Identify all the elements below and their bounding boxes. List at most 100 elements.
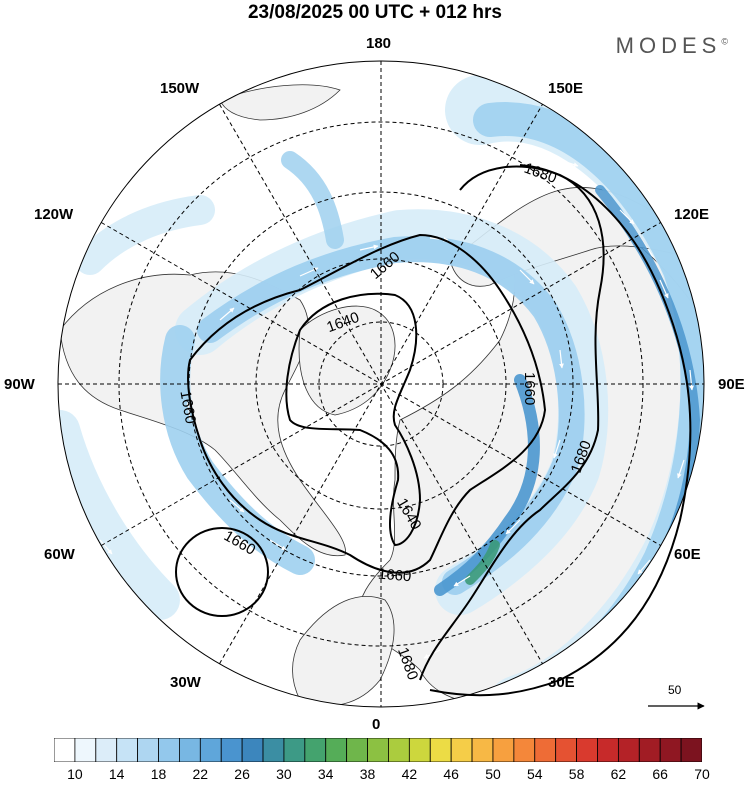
wind-vector — [519, 269, 535, 285]
colorbar-swatch — [471, 738, 494, 762]
colorbar-swatch — [680, 738, 702, 762]
contour-1680-outer — [429, 164, 692, 697]
colorbar-tick-label: 18 — [150, 766, 167, 782]
colorbar-tick-label: 34 — [317, 766, 334, 782]
colorbar-swatch — [367, 738, 389, 762]
colorbar-tick-label: 10 — [67, 766, 83, 782]
colorbar-swatch — [346, 738, 368, 762]
reference-vector: 50 — [648, 683, 708, 723]
wind-vector — [229, 499, 245, 513]
colorbar-swatch — [513, 738, 536, 762]
contour-label: 1660 — [377, 566, 412, 586]
jet-band-west-light — [58, 410, 180, 620]
wind-vector — [559, 159, 579, 167]
reference-vector-value: 50 — [668, 683, 682, 697]
colorbar-tick-label: 50 — [485, 766, 501, 782]
colorbar-swatch — [158, 738, 180, 762]
colorbar-tick-label: 22 — [192, 766, 209, 782]
colorbar-tick-label: 46 — [443, 766, 459, 782]
colorbar-tick-label: 58 — [568, 766, 585, 782]
wind-vector — [559, 349, 564, 369]
wind-vector — [637, 559, 651, 575]
jet-band-west — [160, 325, 315, 575]
wind-vector — [505, 519, 521, 535]
colorbar-swatch — [241, 738, 264, 762]
wind-vector — [453, 575, 471, 587]
wind-vector — [619, 209, 635, 225]
contour-1640 — [285, 292, 422, 547]
wind-vector — [219, 307, 235, 321]
colorbar-swatch — [283, 738, 306, 762]
lon-label-120e: 120E — [674, 206, 710, 223]
colorbar-swatch — [638, 738, 661, 762]
wind-vector — [186, 401, 191, 421]
contour-label: 1660 — [521, 372, 538, 405]
colorbar-swatch — [95, 738, 118, 762]
colorbar-swatch — [388, 738, 410, 762]
colorbar-swatch — [597, 738, 619, 762]
colorbar-swatch — [450, 738, 473, 762]
lon-label-30e: 30E — [548, 674, 575, 691]
lon-label-60e: 60E — [674, 546, 701, 563]
map-border — [57, 60, 705, 708]
wind-vector — [553, 439, 561, 459]
colorbar-swatch — [54, 738, 76, 762]
height-contours — [175, 164, 692, 697]
colorbar-tick-label: 38 — [359, 766, 376, 782]
lon-label-60w: 60W — [44, 546, 75, 563]
colorbar-tick-label: 26 — [234, 766, 250, 782]
wind-vector — [677, 459, 685, 479]
colorbar-tick-label: 42 — [401, 766, 418, 782]
lon-label-180: 180 — [366, 35, 392, 52]
contour-1660 — [187, 233, 547, 574]
wind-vector — [359, 244, 379, 251]
wind-vector — [659, 279, 669, 299]
colorbar-swatch — [408, 738, 431, 762]
chart-title: 23/08/2025 00 UTC + 012 hrs — [247, 2, 503, 23]
colorbar-tick-label: 62 — [610, 766, 627, 782]
lon-label-150e: 150E — [548, 80, 584, 97]
graticule — [58, 61, 704, 707]
jet-band-northwest — [75, 195, 215, 275]
colorbar-swatch — [492, 738, 515, 762]
brand-logo: MODES© — [616, 33, 728, 59]
colorbar — [54, 738, 702, 762]
land-alaska — [219, 84, 341, 121]
brand-name: MODES — [615, 33, 722, 58]
colorbar-swatch — [555, 738, 577, 762]
colorbar-swatch — [74, 738, 97, 762]
colorbar-swatch — [220, 738, 243, 762]
colorbar-tick-label: 54 — [527, 766, 543, 782]
colorbar-tick-label: 66 — [652, 766, 668, 782]
colorbar-tick-label: 30 — [276, 766, 292, 782]
wind-vector — [99, 539, 113, 555]
copyright-mark: © — [721, 36, 728, 47]
lon-label-90w: 90W — [4, 376, 35, 393]
colorbar-swatch — [304, 738, 327, 762]
colorbar-swatch — [534, 738, 557, 762]
land-greenland — [298, 305, 396, 416]
lon-label-30w: 30W — [170, 674, 201, 691]
colorbar-swatch — [137, 738, 159, 762]
colorbar-swatch — [262, 738, 285, 762]
contour-label: 1660 — [176, 389, 199, 425]
contour-1680-closed — [175, 527, 269, 617]
lon-label-90e: 90E — [718, 376, 745, 393]
colorbar-swatch — [659, 738, 682, 762]
lon-label-0: 0 — [372, 716, 381, 733]
lon-label-120w: 120W — [34, 206, 74, 223]
colorbar-tick-label: 70 — [694, 766, 710, 782]
colorbar-swatch — [576, 738, 598, 762]
jet-band-inner-mid — [197, 236, 585, 595]
colorbar-swatch — [617, 738, 640, 762]
land-africa — [292, 596, 395, 707]
wind-vector — [269, 539, 287, 551]
colorbar-swatch — [325, 738, 348, 762]
colorbar-swatch — [116, 738, 139, 762]
colorbar-swatch — [179, 738, 201, 762]
jet-core-max — [465, 540, 500, 585]
colorbar-swatch — [199, 738, 222, 762]
jet-band-north — [281, 151, 344, 249]
jet-band-inner-core — [434, 374, 540, 596]
